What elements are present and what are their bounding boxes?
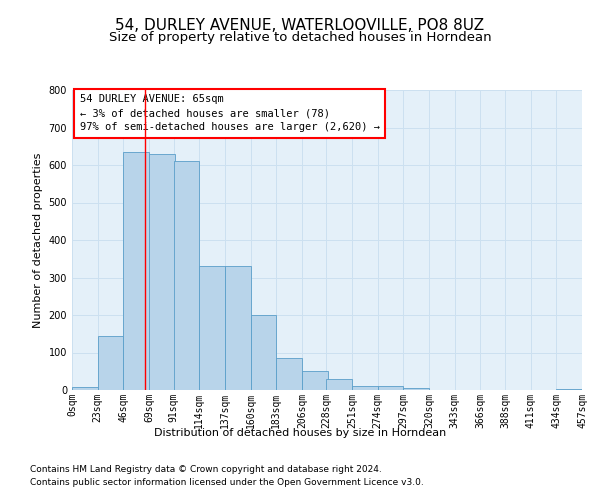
- Bar: [173, 161, 199, 390]
- Text: Contains HM Land Registry data © Crown copyright and database right 2024.: Contains HM Land Registry data © Crown c…: [30, 466, 382, 474]
- Bar: [378, 386, 403, 390]
- Text: 54 DURLEY AVENUE: 65sqm
← 3% of detached houses are smaller (78)
97% of semi-det: 54 DURLEY AVENUE: 65sqm ← 3% of detached…: [80, 94, 380, 132]
- Text: Size of property relative to detached houses in Horndean: Size of property relative to detached ho…: [109, 31, 491, 44]
- Text: Contains public sector information licensed under the Open Government Licence v3: Contains public sector information licen…: [30, 478, 424, 487]
- Bar: [124, 152, 149, 390]
- Bar: [251, 315, 276, 390]
- Bar: [98, 336, 124, 390]
- Text: 54, DURLEY AVENUE, WATERLOOVILLE, PO8 8UZ: 54, DURLEY AVENUE, WATERLOOVILLE, PO8 8U…: [115, 18, 485, 32]
- Bar: [72, 387, 98, 390]
- Bar: [225, 266, 251, 390]
- Bar: [149, 154, 175, 390]
- Bar: [352, 386, 378, 390]
- Bar: [556, 389, 582, 390]
- Bar: [276, 358, 302, 390]
- Bar: [326, 379, 352, 390]
- Text: Distribution of detached houses by size in Horndean: Distribution of detached houses by size …: [154, 428, 446, 438]
- Bar: [199, 266, 225, 390]
- Y-axis label: Number of detached properties: Number of detached properties: [33, 152, 43, 328]
- Bar: [302, 371, 328, 390]
- Bar: [403, 388, 429, 390]
